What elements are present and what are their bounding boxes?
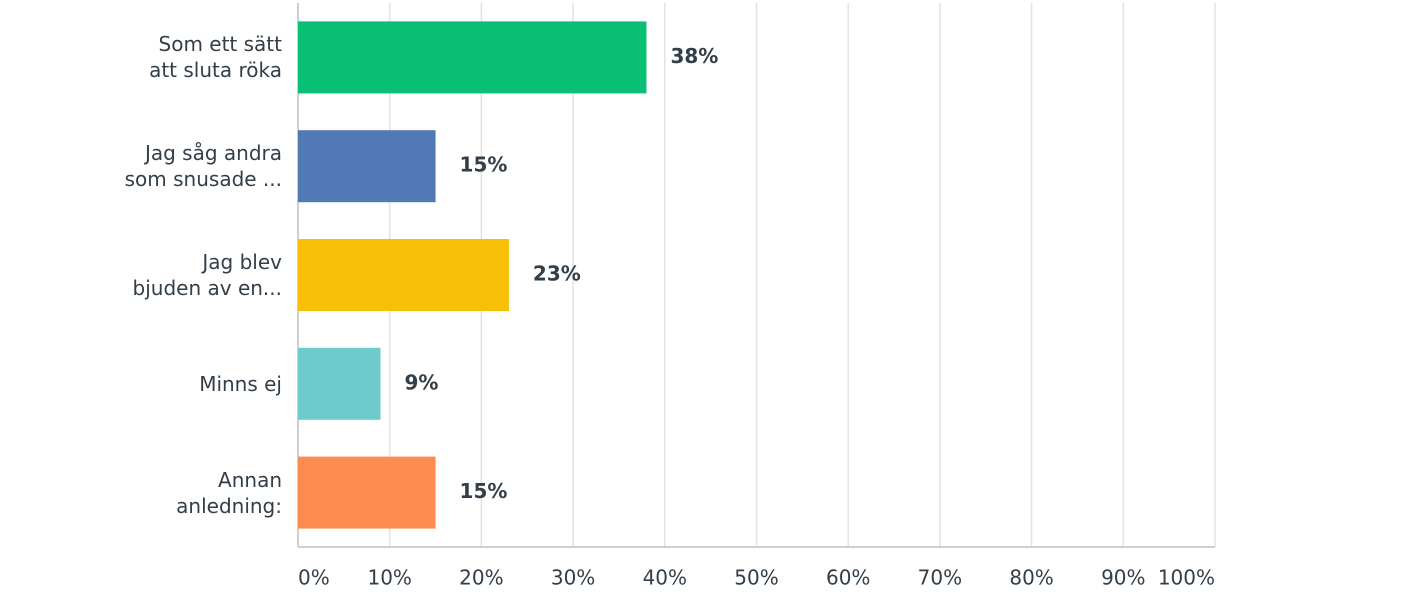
category-label: Jag såg andra som snusade ... (124, 141, 282, 192)
value-label: 23% (533, 262, 581, 286)
category-label: Som ett sätt att sluta röka (149, 32, 282, 83)
bar (298, 21, 647, 94)
x-tick-label: 60% (826, 566, 870, 590)
bar (298, 347, 381, 420)
category-label: Annan anledning: (176, 467, 282, 518)
x-tick-label: 20% (459, 566, 503, 590)
value-label: 15% (460, 479, 508, 503)
bar (298, 239, 509, 311)
x-tick-label: 50% (734, 566, 778, 590)
x-tick-label: 30% (551, 566, 595, 590)
bar (298, 456, 436, 529)
value-label: 9% (405, 370, 439, 394)
x-tick-label: 40% (643, 566, 687, 590)
x-tick-label: 10% (367, 566, 411, 590)
category-label: Jag blev bjuden av en... (132, 250, 282, 300)
value-label: 15% (460, 153, 508, 177)
x-tick-label: 80% (1009, 566, 1053, 590)
value-label: 38% (670, 44, 718, 68)
bar (298, 130, 436, 203)
category-label: Minns ej (199, 371, 282, 396)
x-tick-label: 100% (1158, 566, 1215, 590)
x-tick-label: 0% (298, 566, 330, 590)
x-tick-label: 70% (918, 566, 962, 590)
x-tick-label: 90% (1101, 566, 1145, 590)
